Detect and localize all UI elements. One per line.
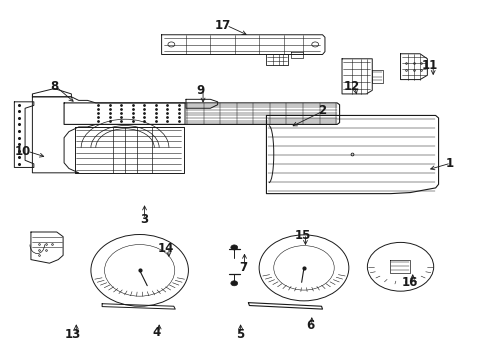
Circle shape bbox=[230, 245, 237, 250]
Text: 15: 15 bbox=[294, 229, 310, 242]
Text: 10: 10 bbox=[15, 145, 31, 158]
Text: 13: 13 bbox=[64, 328, 81, 341]
Text: 7: 7 bbox=[239, 261, 246, 274]
Text: 14: 14 bbox=[157, 242, 173, 255]
Text: 17: 17 bbox=[214, 19, 230, 32]
Text: 5: 5 bbox=[236, 328, 244, 341]
Text: 12: 12 bbox=[343, 80, 359, 93]
Text: 3: 3 bbox=[140, 213, 148, 226]
Text: 16: 16 bbox=[401, 276, 418, 289]
Text: 1: 1 bbox=[444, 157, 452, 170]
Text: 11: 11 bbox=[421, 59, 437, 72]
Text: 9: 9 bbox=[196, 84, 204, 97]
Text: 8: 8 bbox=[50, 80, 59, 93]
Text: 2: 2 bbox=[318, 104, 326, 117]
Text: 6: 6 bbox=[305, 319, 314, 332]
Text: 4: 4 bbox=[152, 326, 161, 339]
Circle shape bbox=[230, 281, 237, 286]
